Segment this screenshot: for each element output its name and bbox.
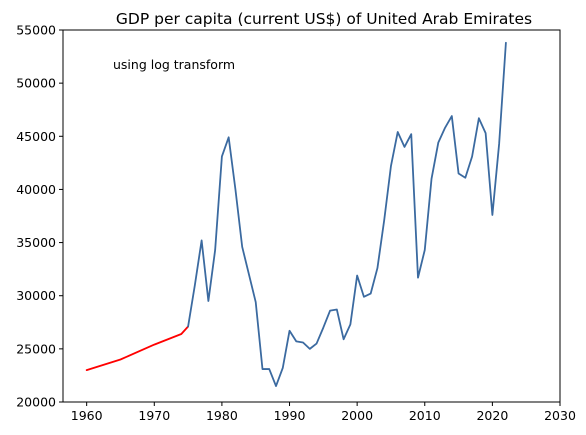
axes: 1960 1970 1980 1990 2000 2010 2020 2030 20000 250… (16, 23, 576, 424)
y-tick-label: 50000 (16, 76, 56, 91)
series-line-0 (85, 325, 189, 372)
y-tick-label: 40000 (16, 182, 56, 197)
series-line-1 (187, 41, 507, 387)
y-tick-label: 25000 (16, 341, 56, 356)
x-tick-label: 2000 (341, 408, 373, 423)
y-tick-label: 30000 (16, 288, 56, 303)
y-tick-label: 35000 (16, 235, 56, 250)
x-tick-label: 2010 (409, 408, 441, 423)
x-tick-label: 1970 (138, 408, 170, 423)
x-tick-label: 2030 (544, 408, 576, 423)
chart-annotation: using log transform (113, 57, 235, 72)
x-tick-label: 2020 (476, 408, 508, 423)
x-tick-label: 1980 (206, 408, 238, 423)
y-tick-label: 45000 (16, 129, 56, 144)
plot-area (85, 41, 507, 387)
chart-title: GDP per capita (current US$) of United A… (116, 10, 532, 28)
x-tick-label: 1990 (274, 408, 306, 423)
y-tick-label: 55000 (16, 23, 56, 38)
y-tick-label: 20000 (16, 395, 56, 410)
plot-frame (62, 29, 561, 403)
x-tick-label: 1960 (71, 408, 103, 423)
